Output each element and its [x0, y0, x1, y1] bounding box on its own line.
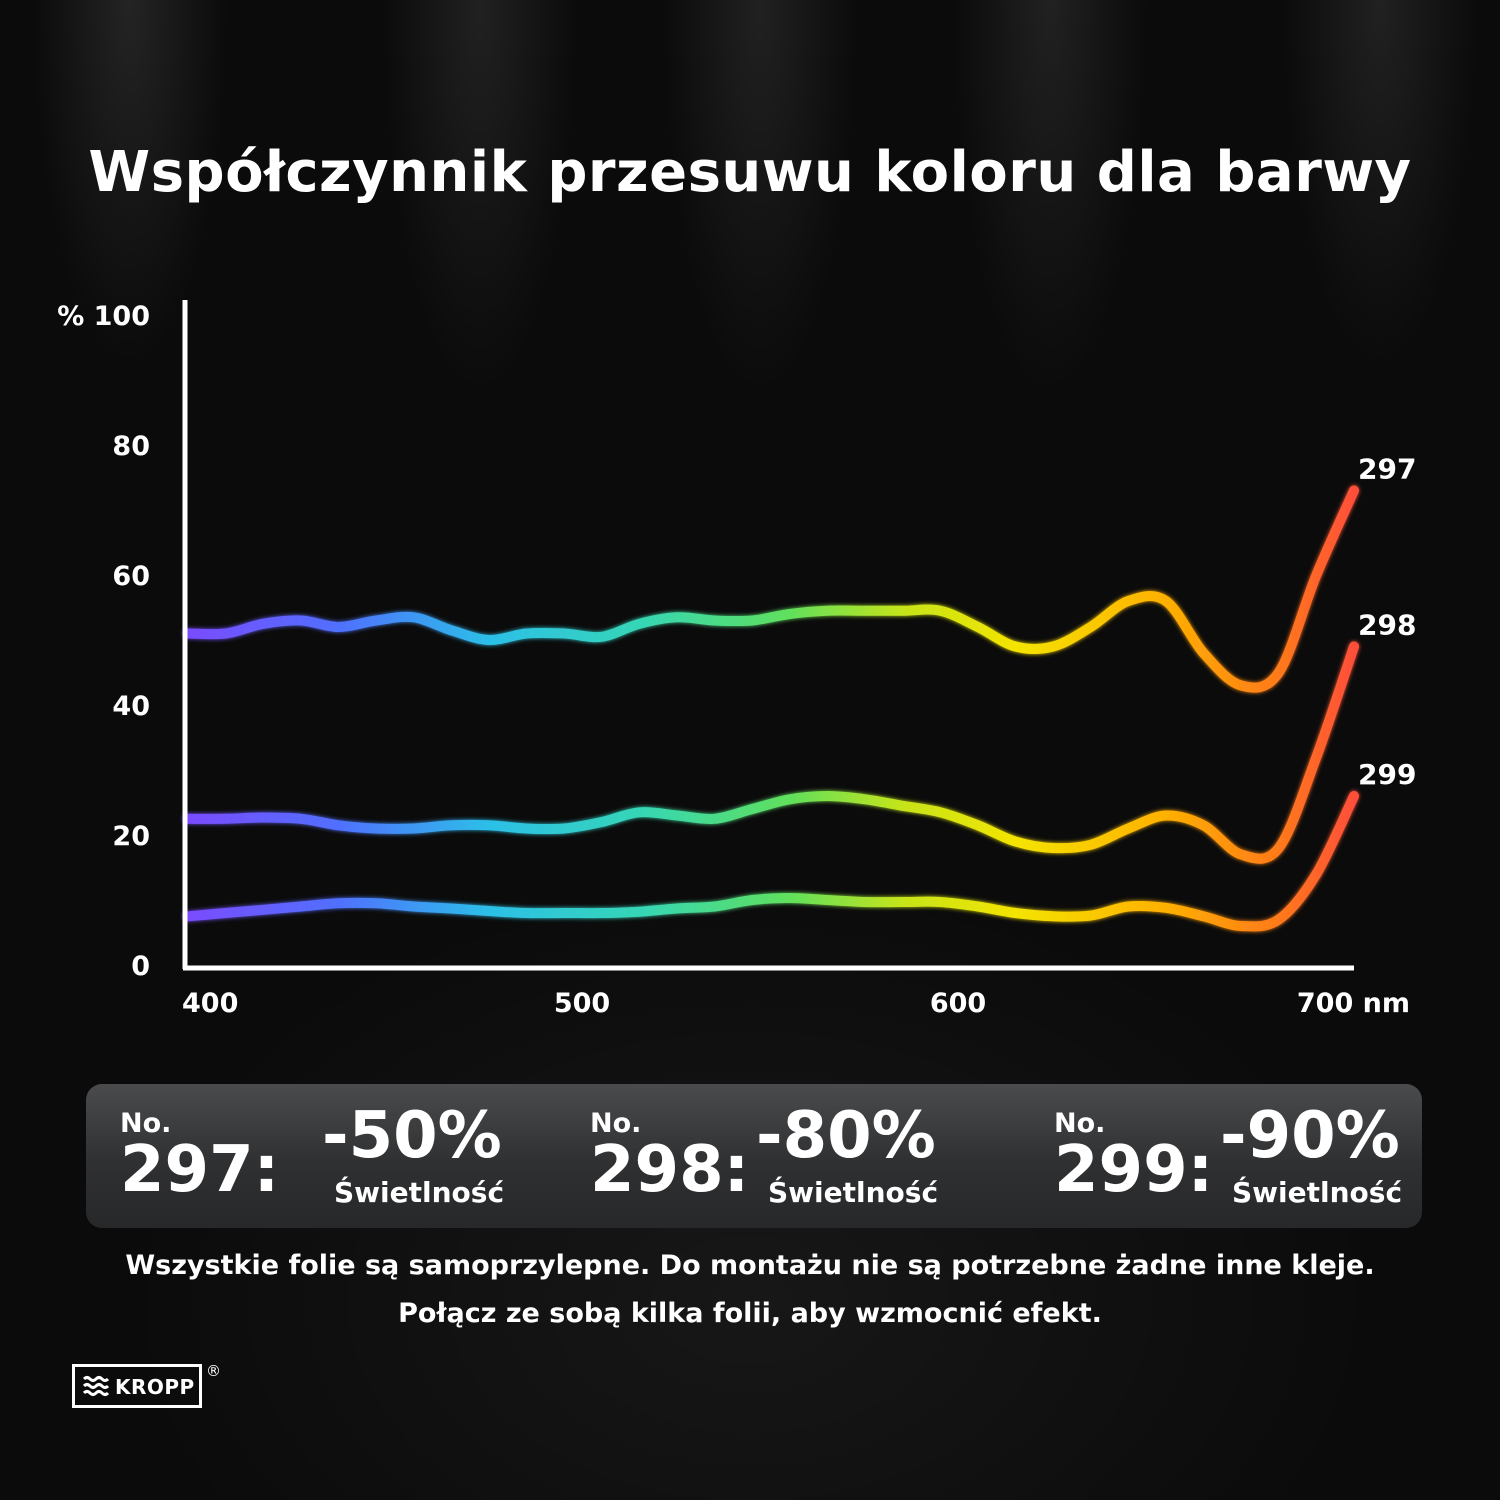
y-tick-label: 80 [112, 431, 150, 462]
series-line-298 [183, 641, 1359, 864]
kropp-logo: KROPP [72, 1364, 202, 1408]
stat-sublabel: Świetlność [768, 1176, 939, 1209]
stat-sublabel: Świetlność [334, 1176, 505, 1209]
series-line-297 [183, 485, 1359, 693]
footer-line-1: Wszystkie folie są samoprzylepne. Do mon… [125, 1250, 1375, 1281]
stat-percent: -80% [756, 1099, 936, 1173]
series-line-299 [183, 791, 1359, 932]
x-tick-label: 700 nm [1297, 988, 1410, 1019]
x-tick-label: 500 [554, 988, 610, 1019]
y-tick-label: 40 [112, 691, 150, 722]
stat-number: 298: [590, 1133, 750, 1207]
stat-percent: -50% [322, 1099, 502, 1173]
footer-note: Wszystkie folie są samoprzylepne. Do mon… [0, 1248, 1500, 1344]
stat-number: 297: [120, 1133, 280, 1207]
waves-icon [83, 1376, 109, 1396]
y-tick-label: 20 [112, 821, 150, 852]
registered-mark: ® [206, 1362, 221, 1380]
stat-sublabel: Świetlność [1232, 1176, 1403, 1209]
chart: 0 20 40 60 80 % 100 400 500 600 700 nm 297 298 299 [57, 300, 1416, 1019]
series-label-297: 297 [1358, 453, 1416, 486]
y-tick-label: % 100 [57, 301, 150, 332]
chart-title: Współczynnik przesuwu koloru dla barwy [88, 140, 1412, 205]
stat-no-label: No. [590, 1108, 642, 1139]
y-tick-label: 60 [112, 561, 150, 592]
logo-text: KROPP [115, 1375, 195, 1399]
footer-line-2: Połącz ze sobą kilka folii, aby wzmocnić… [398, 1298, 1102, 1329]
x-tick-label: 400 [182, 988, 238, 1019]
stat-number: 299: [1054, 1133, 1214, 1207]
stat-percent: -90% [1220, 1099, 1400, 1173]
stats-panel: No. 297: -50% Świetlność No. 298: -80% Ś… [86, 1084, 1422, 1228]
series-label-298: 298 [1358, 609, 1416, 642]
series-label-299: 299 [1358, 758, 1416, 791]
stat-no-label: No. [120, 1108, 172, 1139]
y-tick-label: 0 [131, 951, 150, 982]
x-tick-label: 600 [930, 988, 986, 1019]
stat-no-label: No. [1054, 1108, 1106, 1139]
